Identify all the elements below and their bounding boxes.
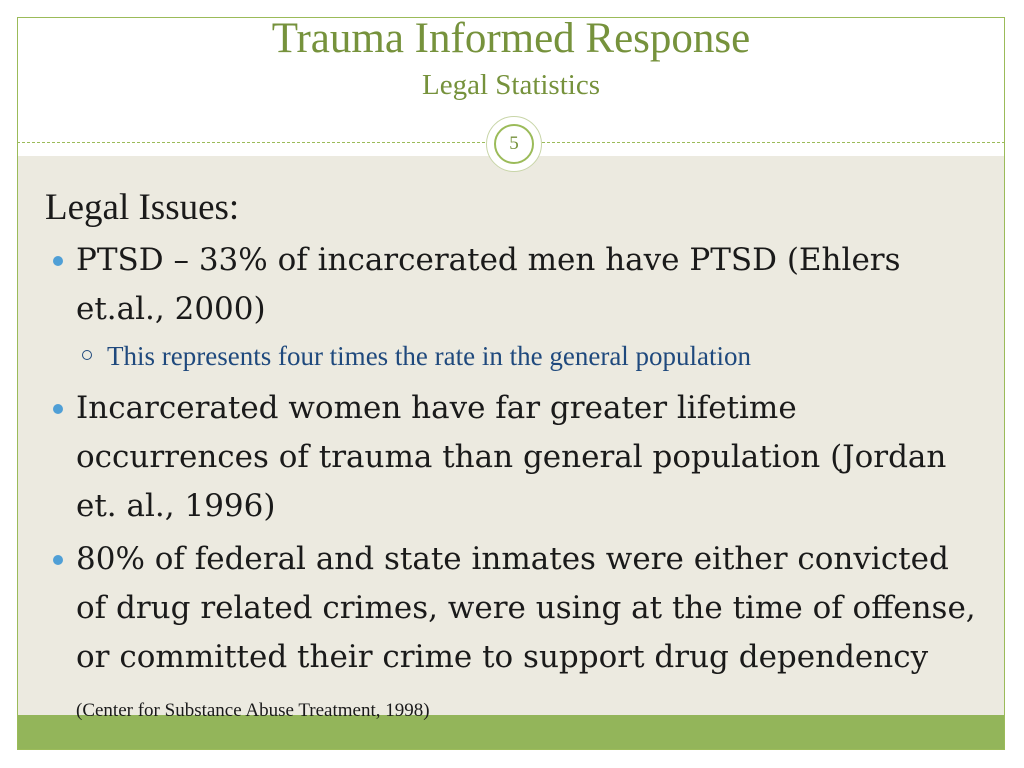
- slide-number-badge: 5: [486, 116, 542, 172]
- slide-header: Trauma Informed Response Legal Statistic…: [17, 17, 1005, 142]
- sub-bullet-text: This represents four times the rate in t…: [107, 341, 752, 371]
- content-heading: Legal Issues:: [45, 187, 240, 228]
- list-item: PTSD – 33% of incarcerated men have PTSD…: [45, 236, 985, 376]
- slide-title: Trauma Informed Response: [271, 15, 751, 62]
- sub-bullet-list: This represents four times the rate in t…: [76, 336, 985, 376]
- sub-list-item: This represents four times the rate in t…: [76, 336, 985, 376]
- bullet-text: 80% of federal and state inmates were ei…: [76, 541, 976, 675]
- bullet-list: PTSD – 33% of incarcerated men have PTSD…: [45, 236, 985, 735]
- citation-text: (Center for Substance Abuse Treatment, 1…: [76, 700, 430, 721]
- list-item: 80% of federal and state inmates were ei…: [45, 535, 985, 735]
- circle-bullet-icon: [82, 350, 92, 360]
- slide-body: Legal Issues: PTSD – 33% of incarcerated…: [45, 186, 985, 739]
- bullet-text: PTSD – 33% of incarcerated men have PTSD…: [76, 242, 901, 327]
- slide-subtitle: Legal Statistics: [422, 69, 600, 101]
- footer-bar: [18, 715, 1004, 749]
- slide-number: 5: [494, 124, 534, 164]
- bullet-dot-icon: [53, 555, 63, 565]
- content-background: [18, 156, 1004, 715]
- bullet-dot-icon: [53, 256, 63, 266]
- list-item: Incarcerated women have far greater life…: [45, 384, 985, 531]
- bullet-text: Incarcerated women have far greater life…: [76, 390, 947, 524]
- bullet-dot-icon: [53, 404, 63, 414]
